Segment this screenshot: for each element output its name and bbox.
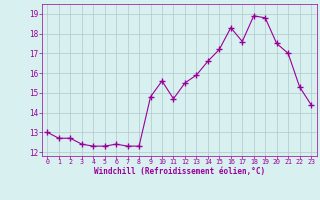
X-axis label: Windchill (Refroidissement éolien,°C): Windchill (Refroidissement éolien,°C) <box>94 167 265 176</box>
